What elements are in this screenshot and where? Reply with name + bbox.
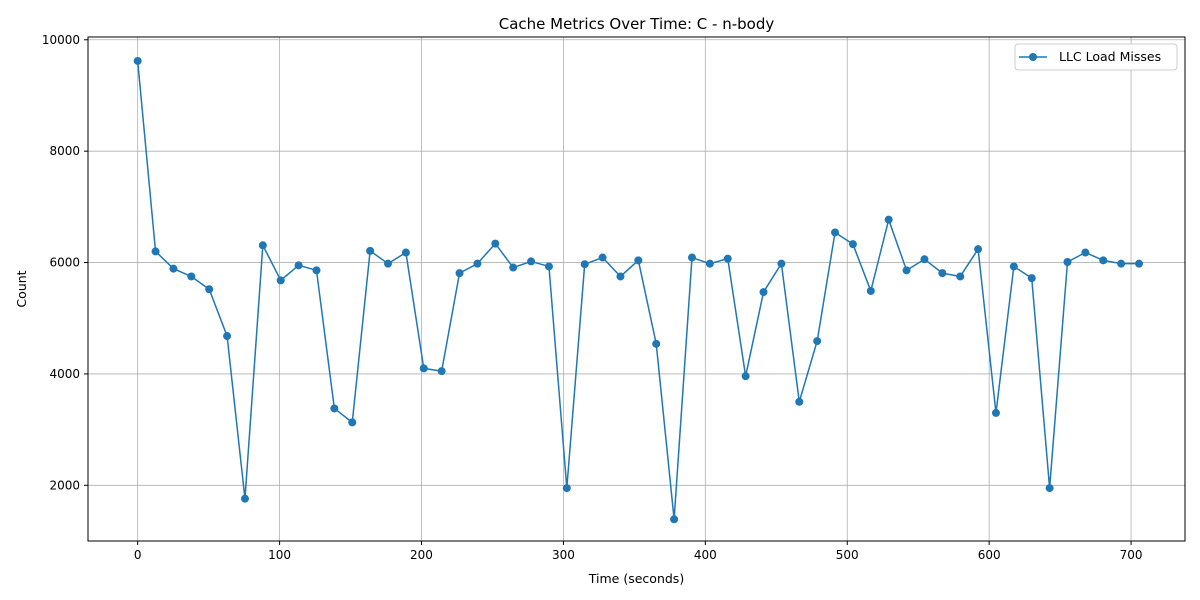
data-point	[759, 288, 768, 297]
data-point	[330, 404, 339, 413]
data-point	[562, 484, 571, 493]
data-point	[1009, 262, 1018, 271]
data-point	[974, 245, 983, 254]
data-point	[205, 285, 214, 294]
data-point	[956, 272, 965, 281]
data-point	[831, 228, 840, 237]
y-tick-label: 10000	[42, 33, 80, 47]
x-tick-label: 300	[552, 548, 575, 562]
data-point	[938, 269, 947, 278]
data-point	[652, 339, 661, 348]
chart-title: Cache Metrics Over Time: C - n-body	[499, 15, 775, 33]
data-point	[258, 241, 267, 250]
legend-box	[1014, 43, 1178, 71]
data-point	[294, 261, 303, 270]
x-tick-label: 400	[694, 548, 717, 562]
data-point	[348, 418, 357, 427]
data-point	[544, 262, 553, 271]
x-axis-label: Time (seconds)	[588, 571, 684, 586]
data-point	[509, 263, 518, 272]
data-point	[723, 254, 732, 263]
data-point	[1117, 259, 1126, 268]
y-tick-label: 4000	[49, 367, 80, 381]
data-point	[920, 255, 929, 264]
data-point	[240, 494, 249, 503]
x-tick-label: 200	[410, 548, 433, 562]
data-point	[276, 276, 285, 285]
data-point	[1135, 259, 1144, 268]
x-tick-label: 100	[268, 548, 291, 562]
y-axis-ticks: 2000 4000 6000 8000 10000	[42, 33, 88, 492]
data-point	[133, 56, 142, 65]
data-point	[151, 247, 160, 256]
data-point	[580, 260, 589, 269]
data-point	[455, 269, 464, 278]
data-point	[419, 364, 428, 373]
data-point	[795, 397, 804, 406]
data-point	[401, 248, 410, 257]
data-point	[616, 272, 625, 281]
data-point	[777, 259, 786, 268]
data-point	[902, 266, 911, 275]
data-point	[1027, 274, 1036, 283]
series-llc-load-misses	[133, 56, 1144, 524]
data-point	[366, 246, 375, 255]
y-axis-label: Count	[14, 270, 29, 307]
data-point	[527, 257, 536, 266]
data-point	[813, 337, 822, 346]
data-point	[187, 272, 196, 281]
data-point	[491, 239, 500, 248]
x-tick-label: 700	[1120, 548, 1143, 562]
data-point	[223, 332, 232, 341]
x-tick-label: 600	[978, 548, 1001, 562]
data-point	[598, 253, 607, 262]
data-point	[437, 367, 446, 376]
data-point	[687, 253, 696, 262]
data-point	[991, 408, 1000, 417]
legend: LLC Load Misses	[1014, 43, 1178, 71]
data-point	[473, 259, 482, 268]
data-point	[634, 256, 643, 265]
data-point	[884, 215, 893, 224]
y-tick-label: 8000	[49, 144, 80, 158]
legend-entry-llc-load-misses: LLC Load Misses	[1059, 49, 1161, 64]
data-point	[866, 286, 875, 295]
data-point	[1063, 257, 1072, 266]
data-point	[1099, 256, 1108, 265]
data-point	[384, 259, 393, 268]
data-point	[1045, 484, 1054, 493]
legend-point-marker	[1029, 53, 1037, 61]
data-point	[169, 264, 178, 273]
data-point	[705, 259, 714, 268]
plot-frame	[87, 36, 1186, 542]
data-point	[1081, 248, 1090, 257]
x-tick-label: 500	[836, 548, 859, 562]
data-point	[312, 266, 321, 275]
data-point	[670, 515, 679, 524]
data-point	[848, 240, 857, 249]
x-axis-ticks: 0 100 200 300 400 500 600 700	[134, 541, 1143, 562]
y-tick-label: 2000	[49, 478, 80, 492]
y-tick-label: 6000	[49, 256, 80, 270]
x-tick-label: 0	[134, 548, 142, 562]
data-point	[741, 372, 750, 381]
grid-lines	[88, 37, 1185, 541]
